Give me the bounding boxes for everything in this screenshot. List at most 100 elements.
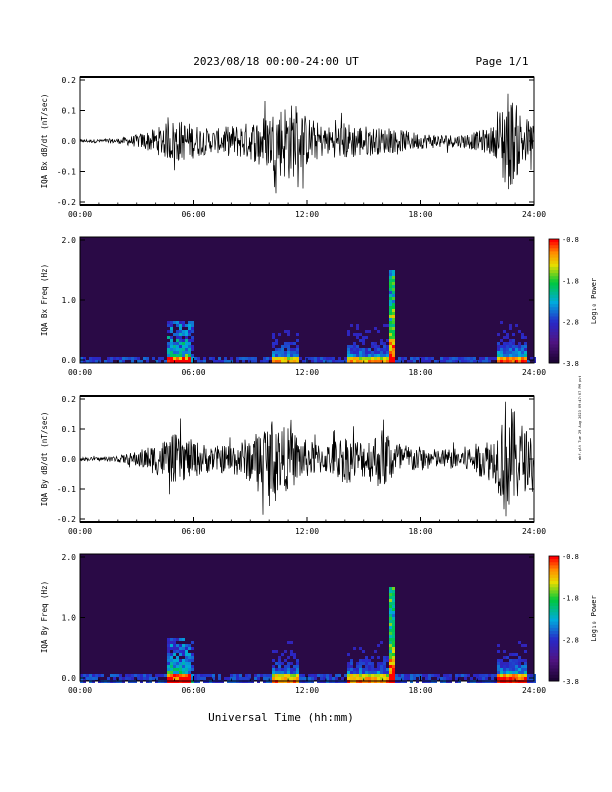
colorbar-frame	[548, 238, 560, 364]
spectrogram-cell	[392, 327, 395, 330]
spectrogram-cell	[515, 653, 518, 656]
spectrogram-cell	[290, 351, 293, 354]
spectrogram-cell	[185, 674, 188, 677]
spectrogram-cell	[347, 360, 350, 363]
spectrogram-cell	[380, 339, 383, 342]
spectrogram-cell	[299, 357, 302, 360]
spectrogram-cell	[386, 324, 389, 327]
spectrogram-cell	[353, 345, 356, 348]
spectrogram-cell	[455, 360, 458, 363]
spectrogram-cell	[194, 677, 197, 680]
spectrogram-cell	[527, 674, 530, 677]
spectrogram-cell	[293, 668, 296, 671]
panels-group: 0.2 0.1 0.0 -0.1 -0.2 00:00 06:00 12:00 18:00 24:…	[40, 76, 598, 695]
spectrogram-cell	[191, 668, 194, 671]
spectrogram-cell	[515, 354, 518, 357]
spectrogram-cell	[95, 674, 98, 677]
spectrogram-cell	[449, 674, 452, 677]
spectrogram-cell	[389, 611, 392, 614]
spectrogram-cell	[290, 668, 293, 671]
spectrogram-cell	[176, 336, 179, 339]
spectrogram-cell	[371, 671, 374, 674]
spectrogram-cell	[287, 333, 290, 336]
spectrogram-cell	[503, 668, 506, 671]
spectrogram-cell	[362, 342, 365, 345]
spectrogram-cell	[122, 357, 125, 360]
spectrogram-cell	[350, 357, 353, 360]
colorbar-label: Log₁₀ Power	[590, 595, 598, 641]
spectrogram-cell	[389, 629, 392, 632]
spectrogram-cell	[503, 342, 506, 345]
spectrogram-cell	[191, 354, 194, 357]
spectrogram-cell	[296, 345, 299, 348]
spectrogram-cell	[257, 677, 260, 680]
spectrogram-cell	[263, 357, 266, 360]
spectrogram-cell	[389, 662, 392, 665]
spectrogram-cell	[362, 336, 365, 339]
spectrogram-cell	[275, 677, 278, 680]
spectrogram-cell	[383, 665, 386, 668]
spectrogram-cell	[293, 665, 296, 668]
spectrogram-cell	[191, 659, 194, 662]
spectrogram-cell	[374, 674, 377, 677]
spectrogram-cell	[350, 351, 353, 354]
spectrogram-cell	[500, 360, 503, 363]
spectrogram-cell	[350, 345, 353, 348]
spectrogram-cell	[308, 674, 311, 677]
spectrogram-cell	[392, 300, 395, 303]
spectrogram-cell	[131, 674, 134, 677]
spectrogram-cell	[272, 650, 275, 653]
colorbar-step	[549, 344, 559, 348]
spectrogram-cell	[335, 674, 338, 677]
spectrogram-cell	[179, 659, 182, 662]
spectrogram-cell	[275, 650, 278, 653]
spectrogram-cell	[398, 674, 401, 677]
spectrogram-cell	[509, 345, 512, 348]
spectrogram-cell	[197, 357, 200, 360]
spectrogram-cell	[167, 653, 170, 656]
spectrogram-cell	[284, 360, 287, 363]
spectrogram-cell	[308, 357, 311, 360]
colorbar-step	[549, 248, 559, 252]
spectrogram-cell	[92, 360, 95, 363]
spectrogram-cell	[347, 357, 350, 360]
spectrogram-cell	[296, 671, 299, 674]
spectrogram-cell	[248, 677, 251, 680]
spectrogram-cell	[524, 671, 527, 674]
spectrogram-cell	[95, 360, 98, 363]
spectrogram-cell	[386, 656, 389, 659]
spectrogram-cell	[350, 668, 353, 671]
spectrogram-cell	[377, 351, 380, 354]
spectrogram-cell	[203, 674, 206, 677]
spectrogram-cell	[515, 668, 518, 671]
spectrogram-cell	[470, 357, 473, 360]
spectrogram-cell	[224, 677, 227, 680]
spectrogram-cell	[386, 345, 389, 348]
spectrogram-cell	[341, 360, 344, 363]
spectrogram-cell	[380, 354, 383, 357]
spectrogram-cell	[455, 674, 458, 677]
spectrogram-cell	[212, 674, 215, 677]
spectrogram-cell	[179, 354, 182, 357]
spectrogram-cell	[293, 354, 296, 357]
spectrogram-cell	[170, 644, 173, 647]
dbdt-trace	[79, 93, 535, 194]
spectrogram-cell	[254, 360, 257, 363]
spectrogram-cell	[296, 339, 299, 342]
spectrogram-cell	[263, 360, 266, 363]
spectrogram-cell	[524, 668, 527, 671]
spectrogram-cell	[131, 357, 134, 360]
y-tick-label: 0.1	[62, 425, 77, 434]
spectrogram-cell	[200, 674, 203, 677]
spectrogram-cell	[404, 674, 407, 677]
spectrogram-cell	[413, 360, 416, 363]
spectrogram-cell	[368, 659, 371, 662]
spectrogram-cell	[389, 312, 392, 315]
colorbar-step	[549, 584, 559, 588]
colorbar-step	[549, 659, 559, 663]
spectrogram-cell	[167, 360, 170, 363]
colorbar-step	[549, 245, 559, 249]
spectrogram-cell	[347, 330, 350, 333]
spectrogram-cell	[392, 626, 395, 629]
spectrogram-cell	[509, 653, 512, 656]
